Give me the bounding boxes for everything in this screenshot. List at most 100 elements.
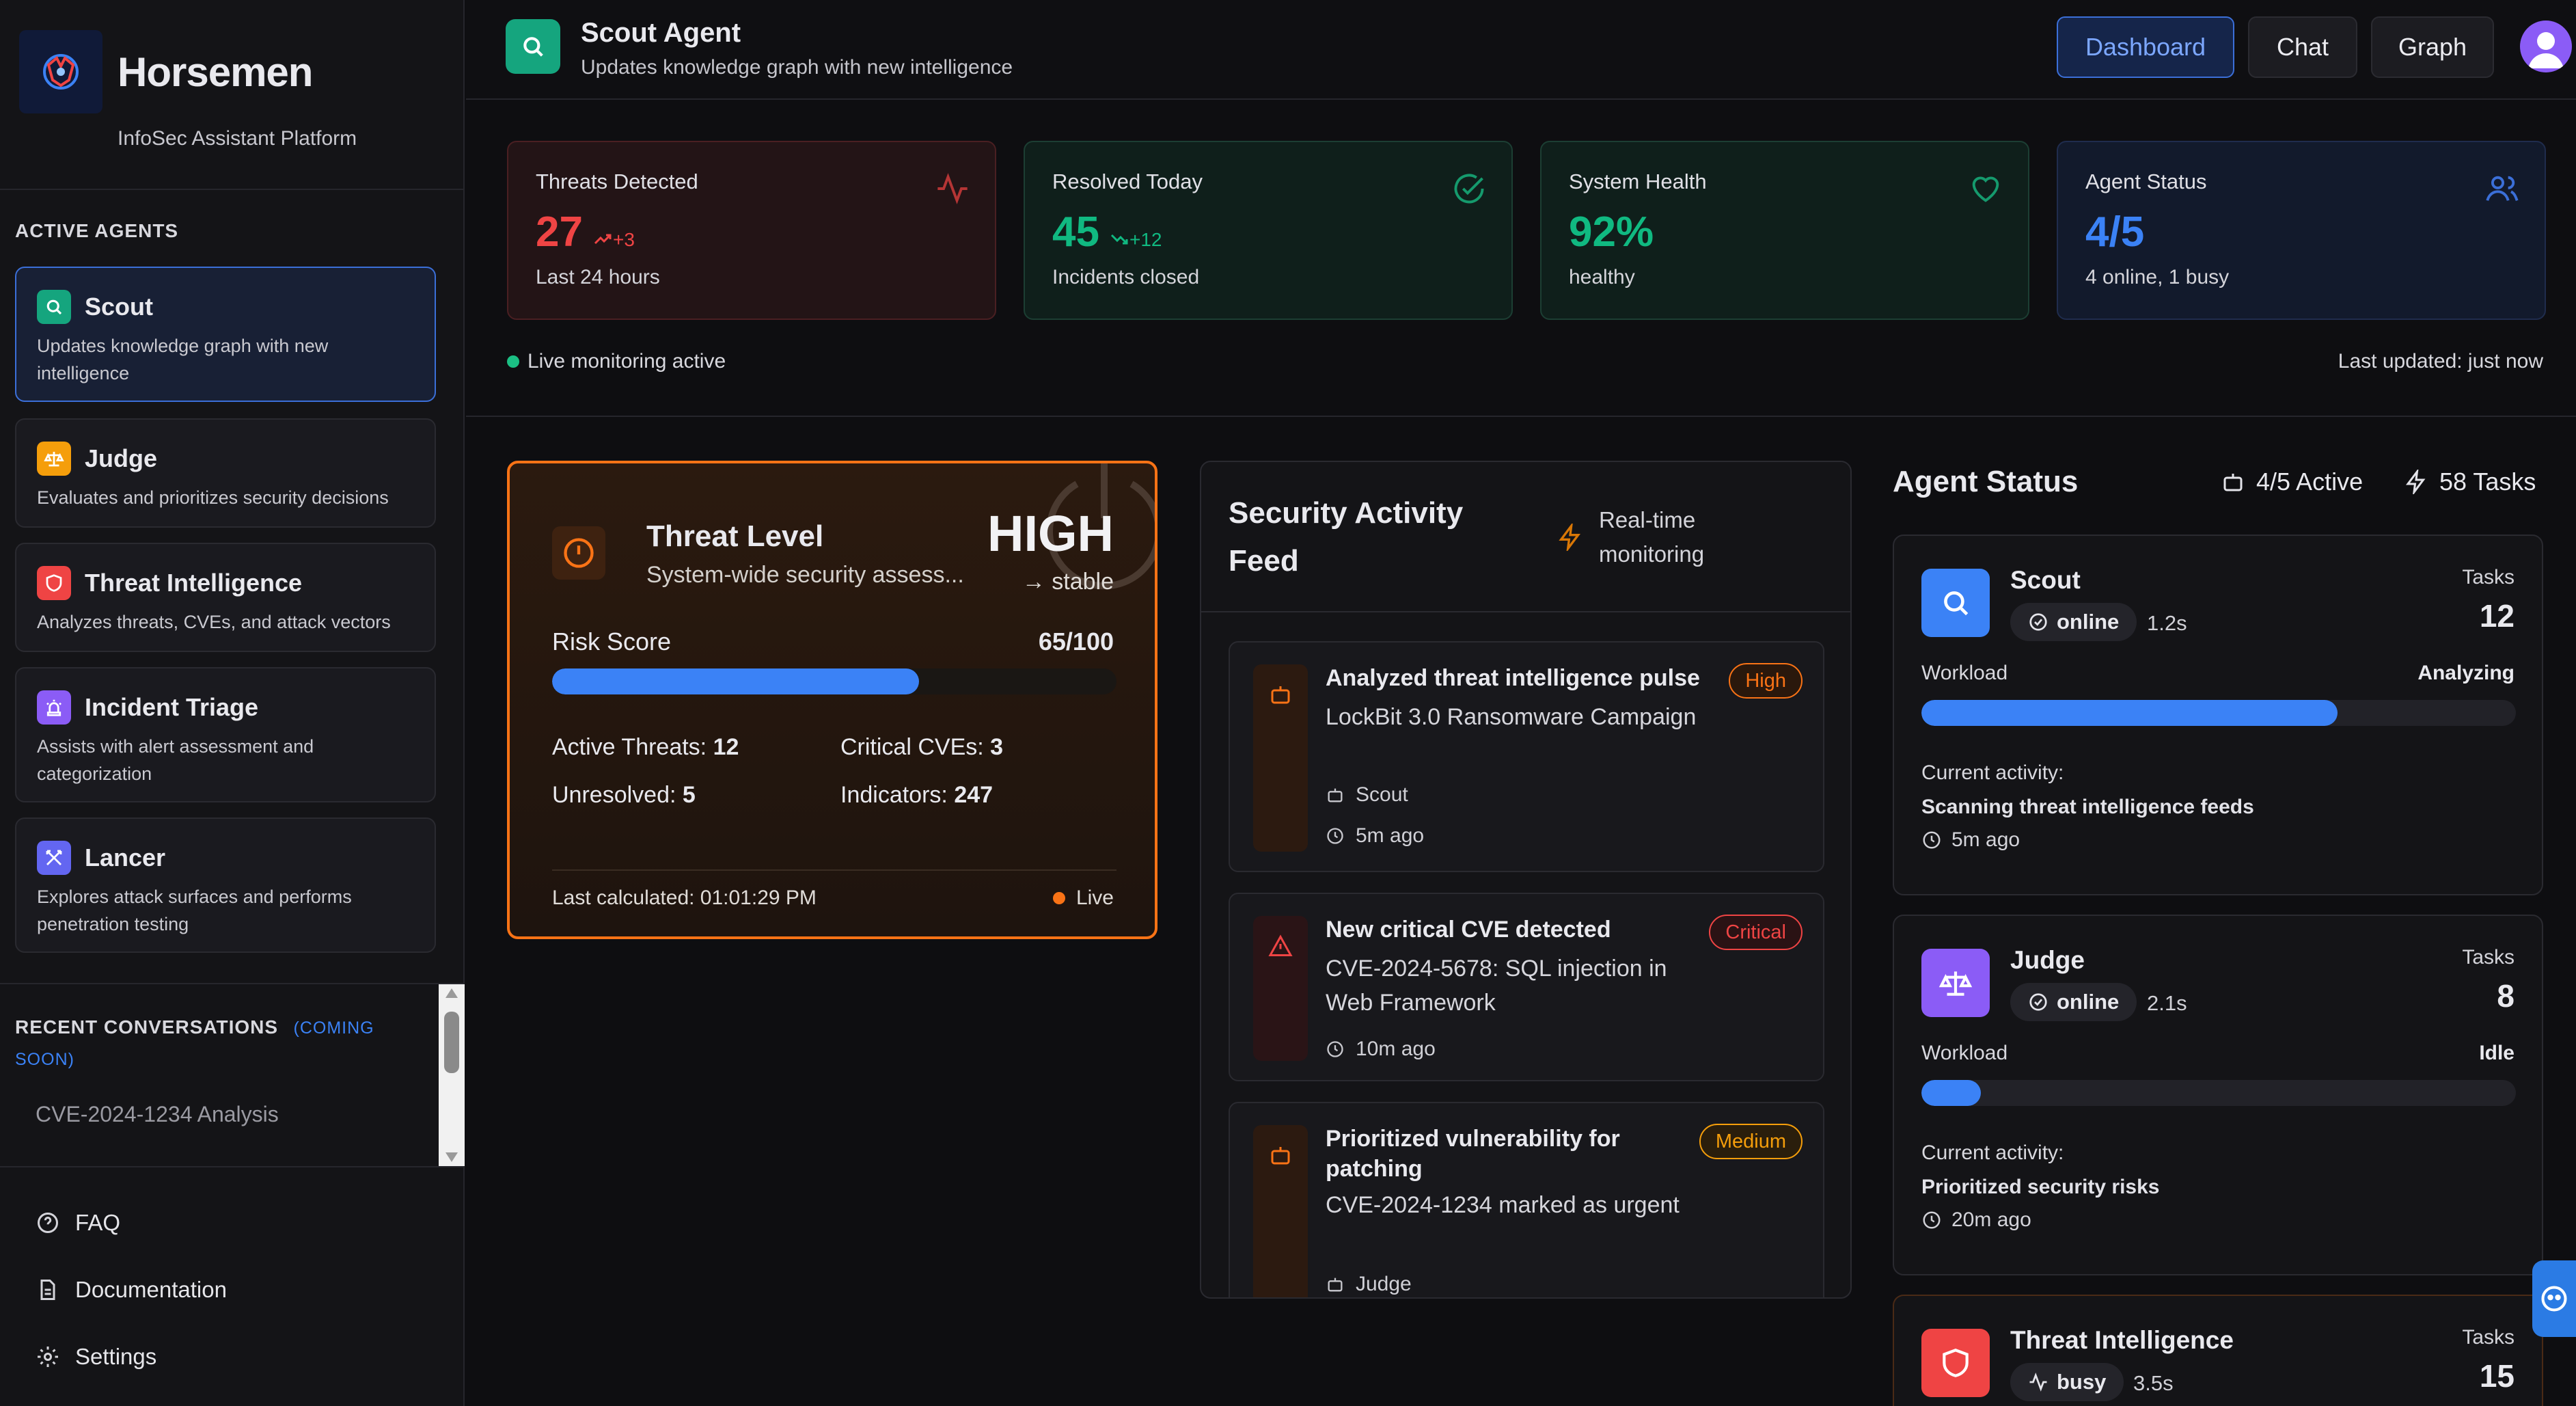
workload-label: Workload [1921,662,2008,684]
sidebar-agent-incident-triage[interactable]: Incident Triage Assists with alert asses… [15,667,436,802]
brand-name: Horsemen [118,49,313,95]
documentation-label: Documentation [75,1277,227,1302]
tab-chat[interactable]: Chat [2248,16,2357,78]
last-calculated: Last calculated: 01:01:29 PM [552,887,817,909]
trending-up-icon [594,234,612,245]
activity-label: Current activity: [1921,761,2064,784]
threat-level-subtitle: System-wide security assess... [646,562,964,588]
search-icon [506,19,560,74]
agent-desc: Evaluates and prioritizes security decis… [37,487,389,508]
feed-item[interactable]: New critical CVE detected Critical CVE-2… [1229,893,1824,1081]
agent-name: Incident Triage [85,693,259,721]
stat-agent-status[interactable]: Agent Status 4/5 4 online, 1 busy [2057,141,2546,320]
scroll-thumb[interactable] [444,1012,459,1073]
check-circle-icon [2029,613,2047,631]
workload-fill [1921,1080,1981,1106]
coming-soon-tag: (COMING SOON) [15,1018,374,1069]
alert-icon-box [552,526,605,580]
stat-resolved-today[interactable]: Resolved Today 45 +12 Incidents closed [1024,141,1513,320]
feed-item-desc: CVE-2024-5678: SQL injection in Web Fram… [1326,956,1667,1016]
recent-scrollbar[interactable] [439,984,465,1166]
workload-fill [1921,700,2338,726]
stat-value: 27 [536,208,583,256]
feed-item-title: Prioritized vulnerability for patching [1326,1126,1620,1182]
status-badge: online [2010,983,2137,1021]
users-icon [2486,176,2519,201]
activity-time: 5m ago [1921,828,2020,852]
shield-icon [37,566,71,600]
stat-sub: Incidents closed [1052,266,1200,288]
stat-value: 45 [1052,208,1099,256]
agent-card-judge[interactable]: Judge online 2.1s Tasks 8 Workload Idle … [1893,915,2543,1275]
settings-link[interactable]: Settings [36,1344,156,1370]
divider [0,1166,465,1167]
stat-delta-value: +12 [1129,229,1162,250]
gear-icon [38,1347,58,1367]
stat-system-health[interactable]: System Health 92% healthy [1540,141,2029,320]
stat-delta: +12 [1110,229,1162,251]
trending-down-icon [1110,234,1128,245]
workload-state: Idle [2479,1042,2515,1064]
scale-icon [37,442,71,476]
agent-status-title: Agent Status [1893,465,2079,498]
chat-assistant-button[interactable] [2532,1260,2576,1337]
metric-value: 3 [990,734,1004,760]
sidebar-agent-threat-intelligence[interactable]: Threat Intelligence Analyzes threats, CV… [15,543,436,652]
agent-card-scout[interactable]: Scout online 1.2s Tasks 12 Workload Anal… [1893,535,2543,895]
stat-threats-detected[interactable]: Threats Detected 27 +3 Last 24 hours [507,141,996,320]
clock-icon [1923,831,1941,849]
shield-icon [1921,1329,1990,1397]
tasks-label: Tasks [2462,566,2515,589]
settings-label: Settings [75,1344,157,1369]
brand-logo-row[interactable]: Horsemen [19,30,313,113]
risk-score-value: 65/100 [1038,627,1114,655]
current-activity: Scanning threat intelligence feeds [1921,796,2254,818]
horsemen-logo [19,30,102,113]
faq-link[interactable]: FAQ [36,1210,120,1236]
severity-badge: Medium [1699,1124,1803,1159]
documentation-link[interactable]: Documentation [36,1277,227,1303]
status-text: online [2057,990,2120,1014]
feed-item-desc: LockBit 3.0 Ransomware Campaign [1326,704,1697,730]
agent-card-threat-intelligence[interactable]: Threat Intelligence busy 3.5s Tasks 15 [1893,1295,2543,1406]
sidebar-agent-judge[interactable]: Judge Evaluates and prioritizes security… [15,418,436,528]
stat-label: System Health [1569,170,1707,193]
stat-delta-value: +3 [612,229,635,250]
zap-icon [2406,470,2426,494]
stat-value: 4/5 [2085,208,2145,256]
divider [552,869,1116,871]
agent-name: Judge [1356,1273,1412,1295]
feed-item-title: New critical CVE detected [1326,917,1611,943]
avatar[interactable] [2520,21,2572,72]
divider [466,416,2576,417]
scale-icon [1921,949,1990,1017]
agent-name: Lancer [85,843,166,871]
bot-icon [1328,1277,1343,1292]
stat-sub: 4 online, 1 busy [2085,266,2230,288]
stat-value: 92% [1569,208,1654,256]
tab-dashboard[interactable]: Dashboard [2057,16,2234,78]
feed-item[interactable]: Analyzed threat intelligence pulse High … [1229,641,1824,872]
scroll-down-icon[interactable] [446,1152,458,1162]
sidebar-agent-lancer[interactable]: Lancer Explores attack surfaces and perf… [15,817,436,953]
alert-circle-icon [564,538,594,568]
severity-badge: Critical [1709,915,1803,950]
sidebar-agent-scout[interactable]: Scout Updates knowledge graph with new i… [15,267,436,402]
conversation-item[interactable]: CVE-2024-1234 Analysis [36,1102,279,1126]
divider [0,189,465,190]
search-icon [37,290,71,324]
scroll-up-icon[interactable] [446,988,458,998]
threat-level-card[interactable]: Threat Level System-wide security assess… [507,461,1157,939]
agent-desc: Assists with alert assessment and catego… [37,736,314,784]
agent-name: Threat Intelligence [85,569,303,597]
agent-name: Judge [85,444,158,472]
feed-item[interactable]: Prioritized vulnerability for patching M… [1229,1102,1824,1297]
security-activity-feed: Security Activity Feed Real-time monitor… [1200,461,1852,1299]
tab-graph[interactable]: Graph [2371,16,2494,78]
workload-bar [1921,1080,2516,1106]
agent-desc: Updates knowledge graph with new intelli… [37,336,329,383]
tasks-value: 15 [2479,1358,2515,1394]
alert-triangle-icon [1253,916,1308,1061]
activity-icon [937,173,968,204]
feed-title: Security Activity Feed [1229,496,1464,578]
